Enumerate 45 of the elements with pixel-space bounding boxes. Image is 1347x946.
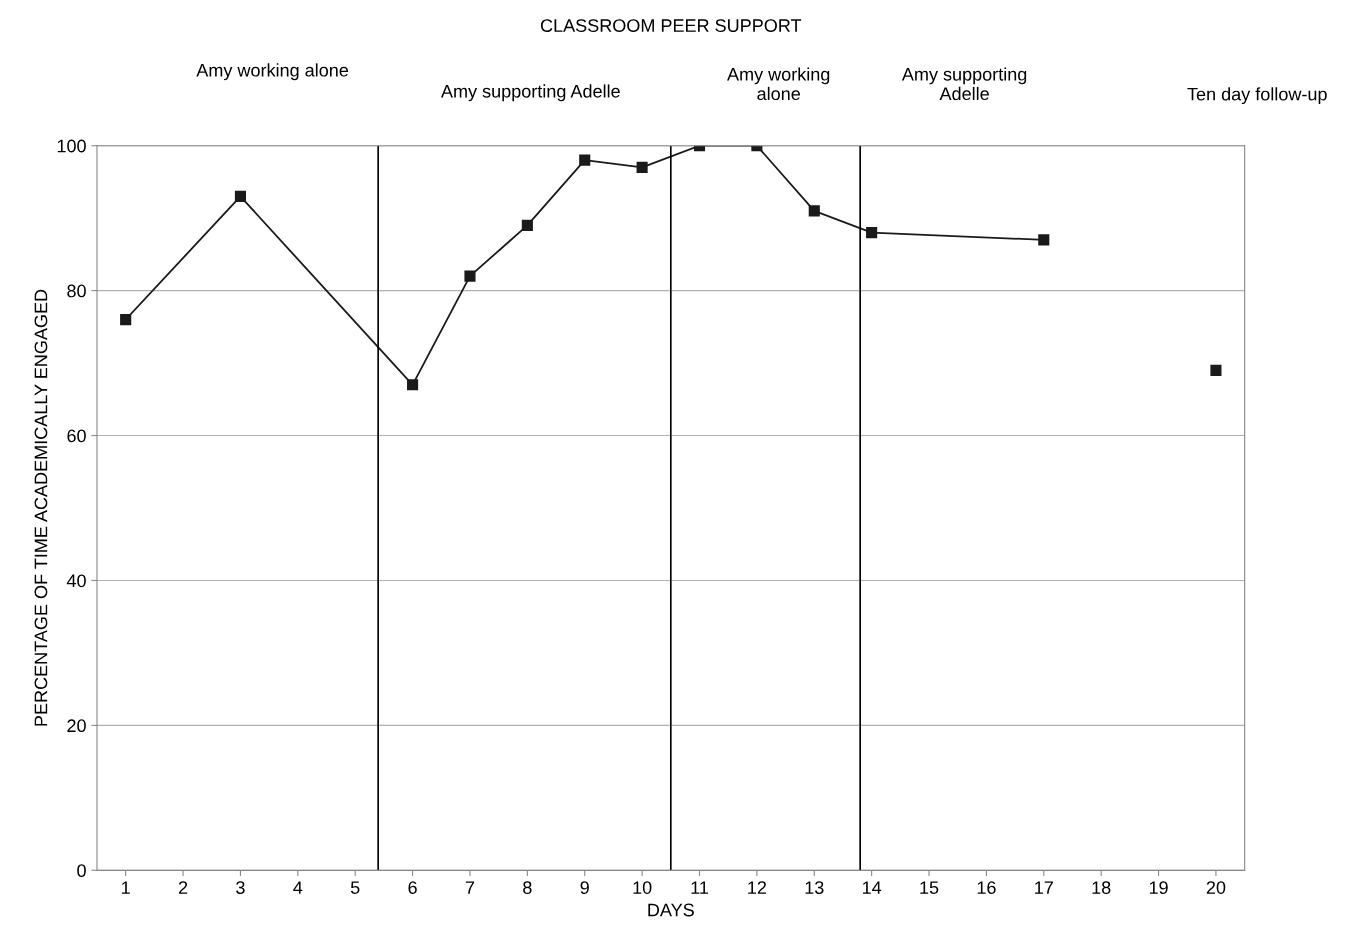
y-tick-label: 100 bbox=[57, 139, 86, 153]
point bbox=[866, 227, 878, 239]
x-tick-label: 16 bbox=[977, 881, 996, 894]
text: Amy supporting Adelle bbox=[901, 67, 1027, 101]
y-tick-label: 0 bbox=[77, 864, 86, 878]
y-tick-label: 20 bbox=[67, 719, 86, 733]
point bbox=[808, 205, 820, 217]
point bbox=[521, 219, 533, 231]
x-tick-label: 3 bbox=[236, 881, 245, 894]
y-tick-label: 60 bbox=[67, 429, 86, 443]
text: Amy working alone bbox=[727, 67, 830, 101]
x-tick-label: 12 bbox=[748, 881, 767, 894]
x-tick-label: 15 bbox=[920, 881, 939, 894]
x-tick-label: 8 bbox=[523, 881, 532, 894]
chart-title: CLASSROOM PEER SUPPORT bbox=[540, 19, 802, 32]
point bbox=[636, 161, 648, 173]
text: Amy working alone bbox=[196, 63, 349, 81]
x-tick-label: 17 bbox=[1035, 881, 1053, 894]
x-tick-label: 19 bbox=[1149, 881, 1168, 894]
x-tick-label: 18 bbox=[1092, 881, 1111, 894]
x-tick-label: 20 bbox=[1206, 881, 1226, 894]
x-tick-label: 4 bbox=[293, 881, 303, 894]
x-tick-label: 6 bbox=[408, 881, 417, 894]
x-tick-label: 9 bbox=[580, 881, 589, 894]
y-tick-label: 40 bbox=[66, 574, 86, 588]
point bbox=[407, 379, 419, 391]
x-tick-label: 7 bbox=[465, 881, 475, 894]
x-tick-label: 14 bbox=[862, 881, 882, 894]
point bbox=[234, 190, 246, 202]
x-tick-label: 11 bbox=[691, 881, 708, 894]
x-tick-label: 13 bbox=[805, 881, 824, 894]
text: Amy supporting Adelle bbox=[441, 84, 620, 102]
x-tick-label: 10 bbox=[633, 881, 652, 894]
point bbox=[1038, 234, 1050, 246]
x-tick-label: 5 bbox=[350, 881, 360, 894]
x-axis-title: DAYS bbox=[648, 903, 694, 917]
point bbox=[464, 270, 476, 282]
point bbox=[1210, 364, 1222, 376]
y-tick-label: 80 bbox=[67, 284, 86, 298]
text: Ten day follow-up bbox=[1187, 87, 1327, 105]
point bbox=[579, 154, 591, 166]
point bbox=[120, 314, 132, 326]
x-tick-label: 2 bbox=[178, 881, 188, 894]
y-axis-title: PERCENTAGE OF TIME ACADEMICALLY ENGAGED bbox=[34, 289, 48, 726]
x-tick-label: 1 bbox=[122, 881, 130, 894]
